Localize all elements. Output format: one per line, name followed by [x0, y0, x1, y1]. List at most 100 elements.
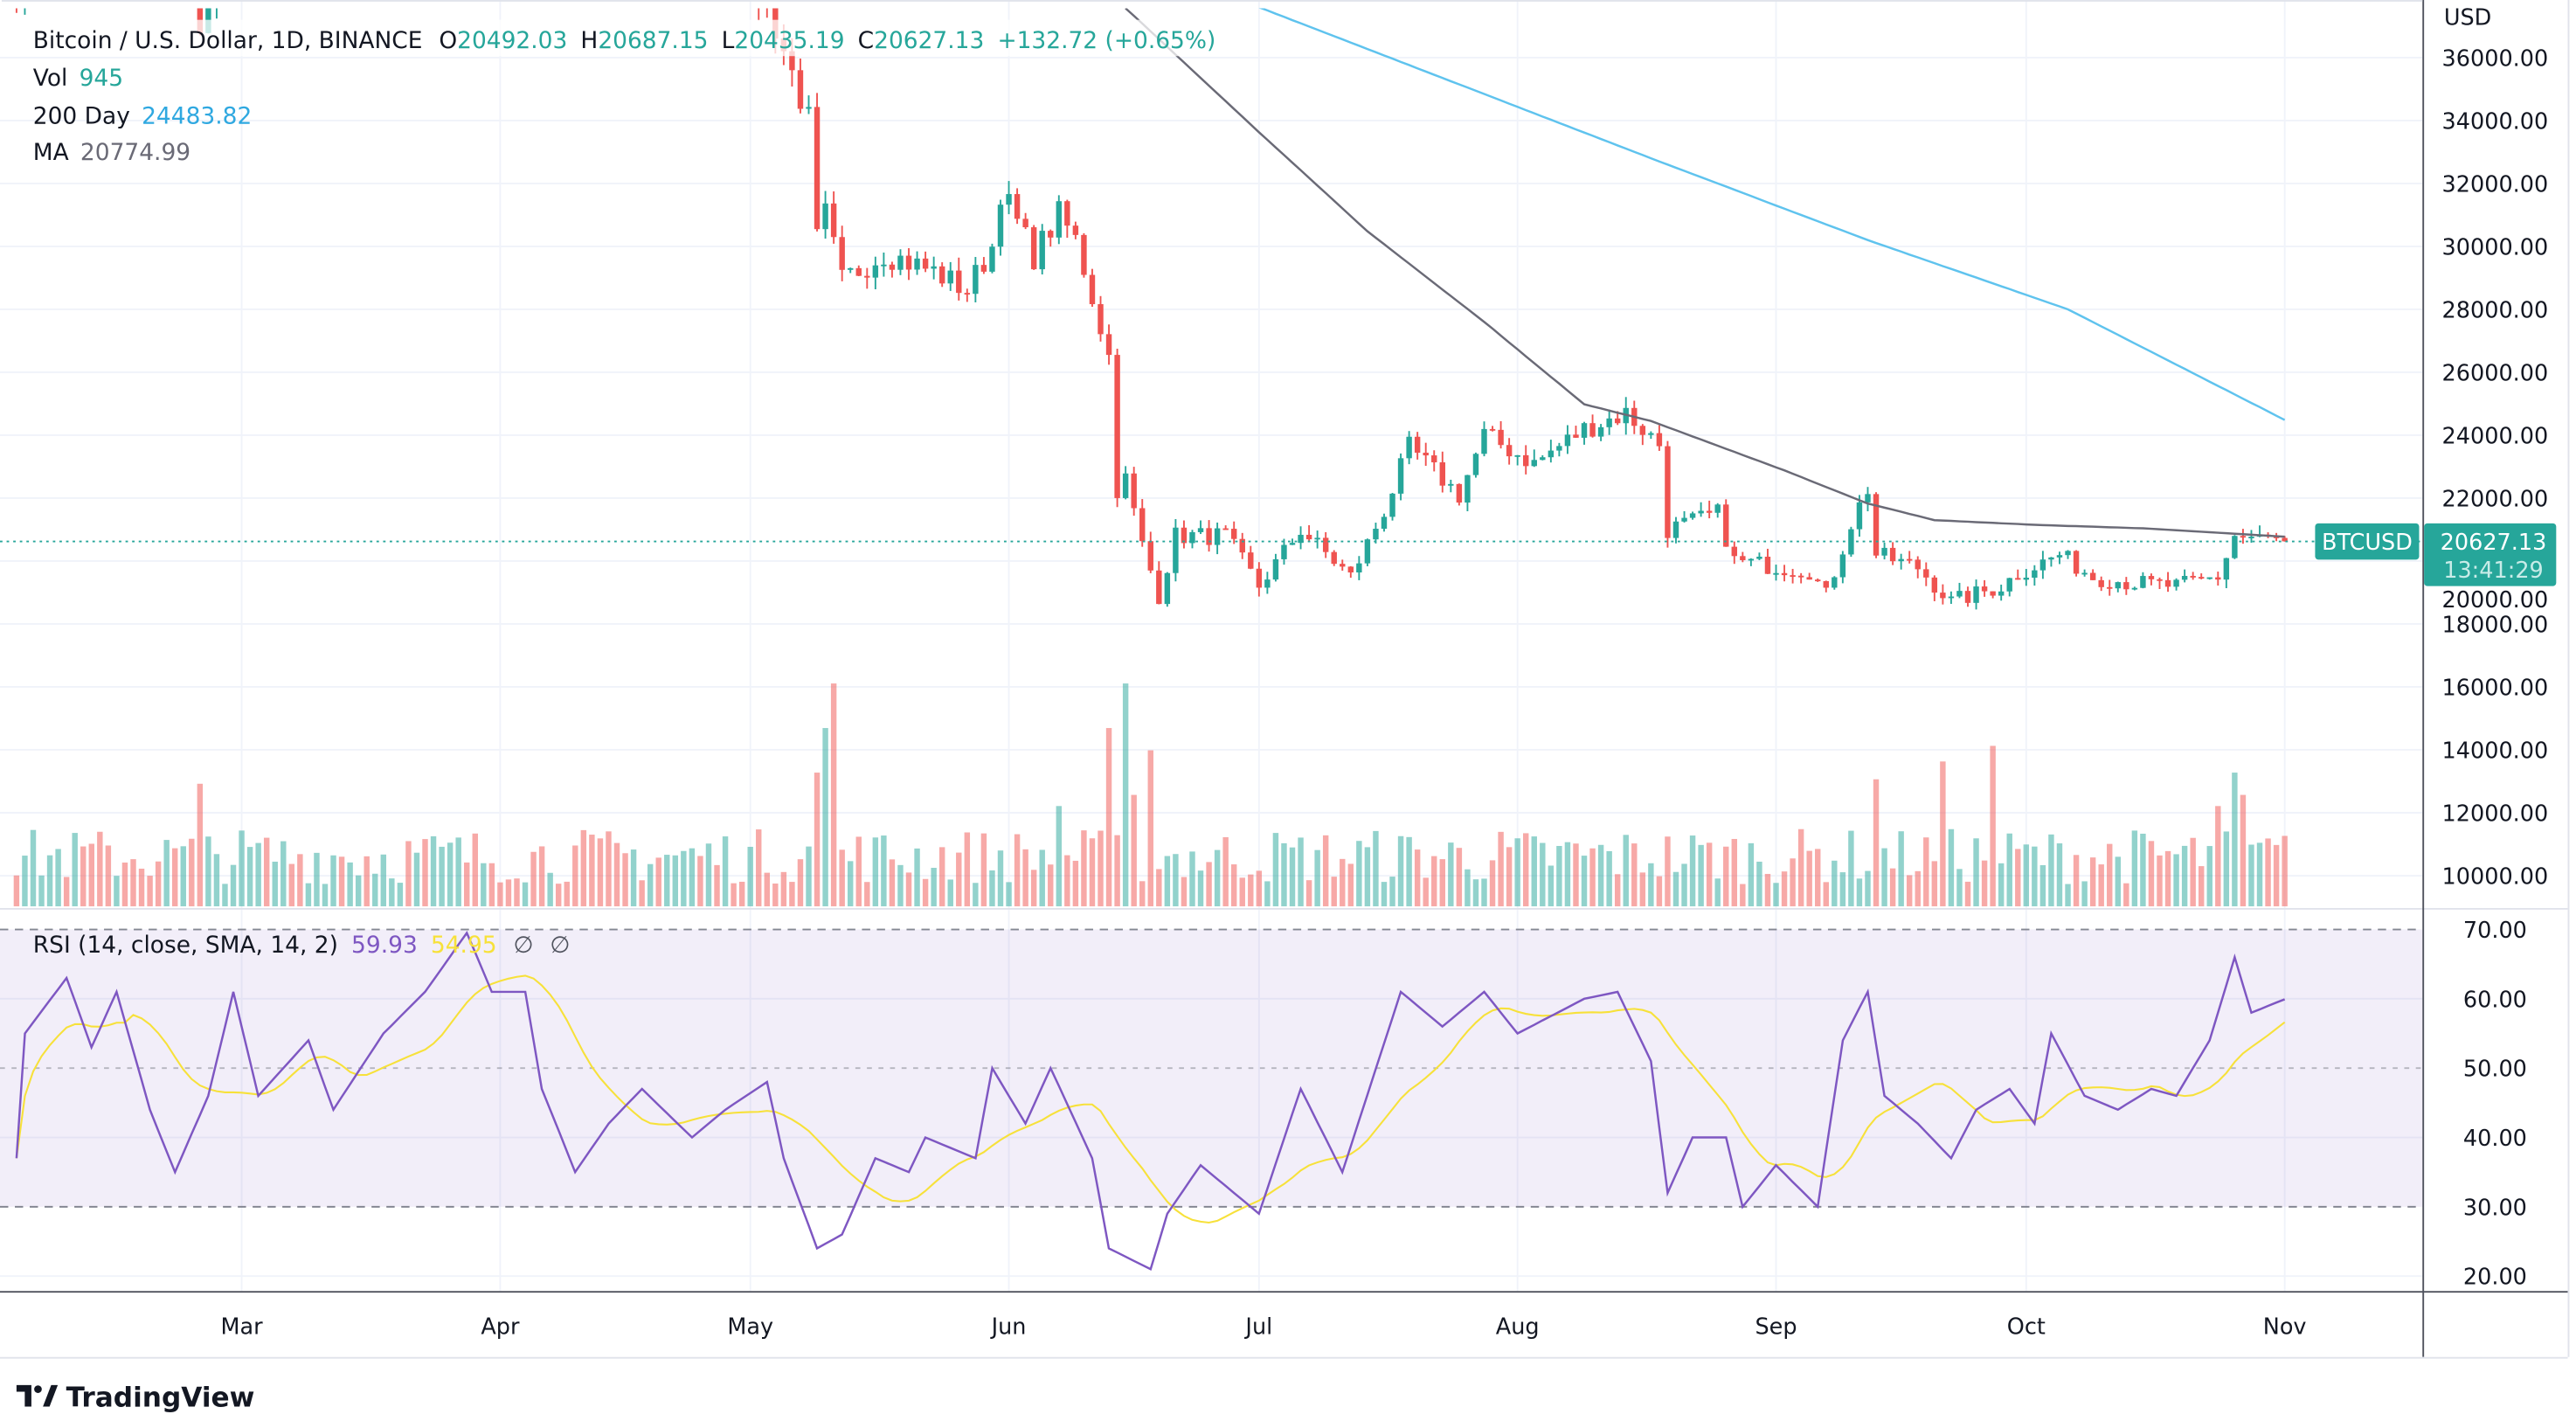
- candle: [1156, 561, 1162, 605]
- candle: [2157, 577, 2163, 589]
- price-axis[interactable]: USD 36000.00 34000.00 32000.00 30000.00 2800…: [2442, 4, 2549, 890]
- volume-bar: [464, 862, 470, 907]
- candle: [2048, 557, 2054, 567]
- volume-bar: [255, 842, 261, 907]
- candle: [2039, 551, 2046, 579]
- candle-body: [1181, 527, 1188, 544]
- volume-bar: [1564, 842, 1571, 907]
- candle: [1873, 492, 1880, 558]
- volume-bar: [1081, 830, 1087, 907]
- candle-body: [1548, 450, 1555, 458]
- candle-body: [1881, 547, 1887, 556]
- volume-bar: [672, 855, 679, 907]
- rsi-band-fill: [0, 929, 2423, 1207]
- currency-label[interactable]: USD: [2444, 4, 2492, 31]
- volume-bar: [697, 856, 703, 907]
- volume-bar: [1414, 849, 1421, 907]
- volume-bar: [956, 852, 962, 907]
- volume-bar: [305, 883, 312, 907]
- candle-body: [1940, 593, 1946, 599]
- candle: [914, 251, 920, 275]
- volume-bar: [1823, 882, 1829, 907]
- candle: [1397, 453, 1404, 501]
- candle-body: [1815, 579, 1821, 582]
- volume-bar: [1340, 858, 1346, 907]
- hidden-plot-icon[interactable]: ∅: [513, 932, 533, 959]
- candle: [814, 93, 821, 232]
- volume-bar: [1397, 835, 1404, 907]
- rsi-axis[interactable]: 70.00 60.00 50.00 40.00 30.00 20.00: [2463, 918, 2527, 1291]
- candle-body: [1656, 433, 1663, 447]
- candle: [848, 267, 854, 274]
- candle: [2173, 578, 2179, 591]
- candle-body: [1298, 534, 1304, 544]
- candle: [2056, 551, 2063, 565]
- volume-bar: [756, 829, 762, 907]
- candle-body: [789, 51, 795, 71]
- ma-legend[interactable]: MA 20774.99: [33, 139, 190, 166]
- ma200-legend[interactable]: 200 Day 24483.82: [33, 103, 253, 130]
- candle-body: [1948, 596, 1955, 599]
- volume-bar: [1373, 830, 1379, 907]
- ma-line: [1125, 8, 2285, 538]
- volume-bar: [1272, 833, 1279, 907]
- volume-bar: [1439, 859, 1445, 907]
- candle-body: [1048, 231, 1054, 238]
- volume-bar: [2240, 794, 2247, 907]
- candle: [1314, 530, 1320, 549]
- candle: [1472, 452, 1479, 478]
- candle: [2148, 573, 2155, 586]
- volume-bar: [989, 870, 995, 907]
- candle: [1790, 568, 1796, 584]
- candle-body: [1489, 428, 1496, 431]
- rsi-legend[interactable]: RSI (14, close, SMA, 14, 2) 59.93 54.95 ∅ ∅: [33, 932, 571, 959]
- volume-bar: [422, 839, 428, 907]
- candle: [1973, 579, 1979, 610]
- candle: [1331, 550, 1337, 566]
- volume-bar: [1656, 876, 1663, 907]
- candle: [1322, 531, 1329, 558]
- volume-bar: [897, 864, 904, 907]
- volume-bar: [1956, 869, 1963, 907]
- candle-body: [1439, 462, 1445, 486]
- candle: [1781, 565, 1788, 582]
- volume-bar: [239, 830, 245, 907]
- rsi-tick-label: 50.00: [2463, 1057, 2527, 1083]
- symbol-name[interactable]: Bitcoin / U.S. Dollar, 1D, BINANCE: [33, 27, 423, 54]
- volume-bar: [714, 864, 720, 907]
- price-tick-label: 22000.00: [2442, 486, 2549, 512]
- volume-bar: [647, 863, 654, 907]
- candle-body: [2215, 577, 2221, 580]
- candle-body: [2206, 577, 2212, 579]
- volume-bar: [230, 864, 237, 907]
- candle: [1098, 295, 1104, 342]
- volume-bar: [63, 877, 70, 907]
- volume-bar: [2199, 866, 2205, 907]
- volume-bar: [1381, 882, 1388, 907]
- volume-bar: [1089, 838, 1096, 907]
- time-axis[interactable]: Mar Apr May Jun Jul Aug Sep Oct Nov: [220, 1314, 2306, 1340]
- candle: [1431, 450, 1437, 472]
- volume-bar: [722, 836, 729, 907]
- candle-body: [1056, 201, 1063, 238]
- candle: [1189, 530, 1195, 549]
- volume-bar: [280, 841, 287, 907]
- candle-body: [2131, 587, 2138, 590]
- volume-bar: [797, 859, 804, 907]
- candle: [1956, 582, 1963, 599]
- volume-legend[interactable]: Vol 945: [33, 65, 123, 92]
- candle: [1122, 466, 1129, 500]
- volume-bar: [2173, 854, 2179, 907]
- volume-bar: [613, 842, 620, 907]
- hidden-plot-icon[interactable]: ∅: [550, 932, 570, 959]
- tradingview-logo[interactable]: TradingView: [16, 1382, 255, 1413]
- volume-bar: [1797, 828, 1804, 907]
- candle-body: [1197, 528, 1204, 532]
- volume-bar: [1790, 858, 1796, 907]
- volume-bar: [822, 728, 828, 907]
- volume-bar: [1589, 848, 1596, 907]
- candle-body: [1639, 426, 1646, 435]
- symbol-title[interactable]: Bitcoin / U.S. Dollar, 1D, BINANCE O20492…: [33, 27, 1216, 54]
